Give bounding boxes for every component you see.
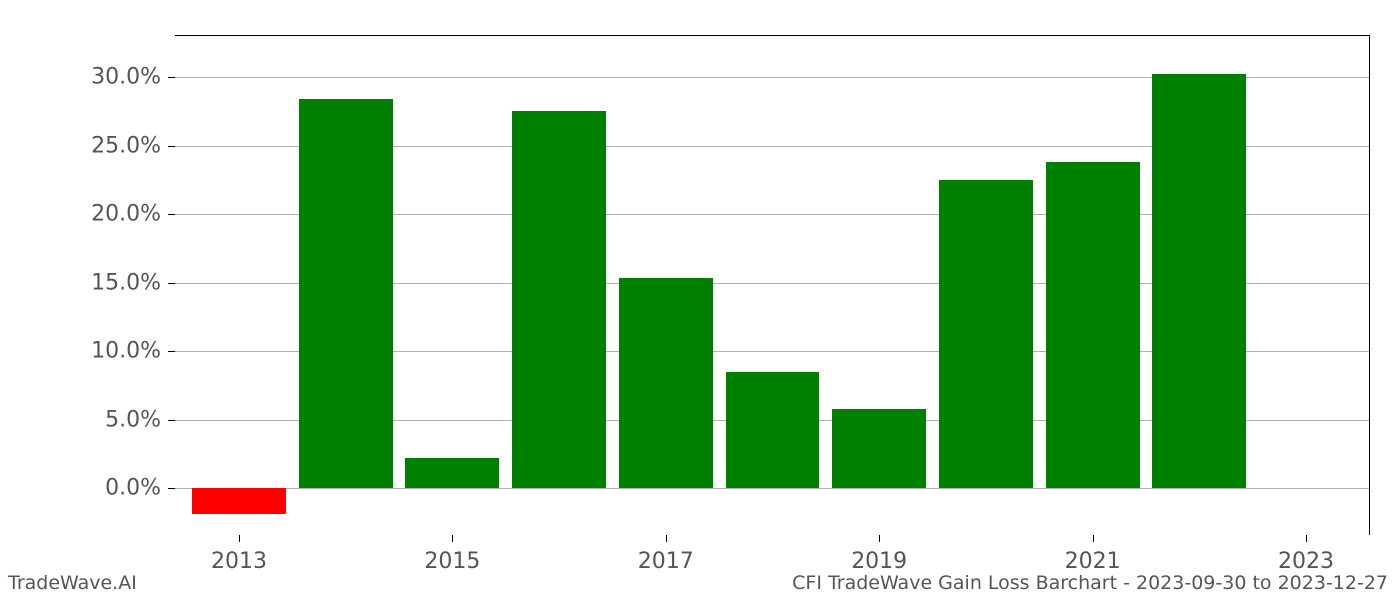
y-tick-label: 30.0% xyxy=(91,65,161,90)
x-tick-label: 2019 xyxy=(851,549,907,574)
x-tick-label: 2015 xyxy=(424,549,480,574)
x-tick-mark xyxy=(452,535,453,542)
bar xyxy=(619,278,713,488)
x-tick-label: 2021 xyxy=(1065,549,1121,574)
y-tick-mark xyxy=(168,77,175,78)
y-gridline xyxy=(175,488,1369,489)
plot-area: 0.0%5.0%10.0%15.0%20.0%25.0%30.0%2013201… xyxy=(175,35,1370,535)
y-tick-label: 25.0% xyxy=(91,133,161,158)
footer-left-text: TradeWave.AI xyxy=(8,572,137,594)
y-tick-label: 20.0% xyxy=(91,202,161,227)
x-tick-label: 2017 xyxy=(638,549,694,574)
x-tick-mark xyxy=(1093,535,1094,542)
bar xyxy=(832,409,926,488)
y-tick-mark xyxy=(168,420,175,421)
y-tick-label: 10.0% xyxy=(91,339,161,364)
bar xyxy=(405,458,499,488)
y-tick-mark xyxy=(168,146,175,147)
x-tick-label: 2013 xyxy=(211,549,267,574)
x-tick-mark xyxy=(879,535,880,542)
y-tick-label: 5.0% xyxy=(105,407,161,432)
x-tick-label: 2023 xyxy=(1278,549,1334,574)
bar xyxy=(939,180,1033,488)
x-tick-mark xyxy=(239,535,240,542)
bar xyxy=(299,99,393,488)
x-tick-mark xyxy=(1306,535,1307,542)
x-tick-mark xyxy=(666,535,667,542)
y-tick-label: 15.0% xyxy=(91,270,161,295)
y-tick-mark xyxy=(168,214,175,215)
bar xyxy=(726,372,820,488)
footer-right-text: CFI TradeWave Gain Loss Barchart - 2023-… xyxy=(792,572,1388,594)
y-tick-mark xyxy=(168,283,175,284)
y-tick-label: 0.0% xyxy=(105,476,161,501)
bar xyxy=(512,111,606,488)
y-tick-mark xyxy=(168,488,175,489)
bar xyxy=(1152,74,1246,488)
y-tick-mark xyxy=(168,351,175,352)
bar xyxy=(192,488,286,514)
bar xyxy=(1046,162,1140,488)
gain-loss-barchart: 0.0% 5.0% 10.0% 15.0% 20.0% 25.0% 30.0% 2013 201… xyxy=(0,0,1400,600)
